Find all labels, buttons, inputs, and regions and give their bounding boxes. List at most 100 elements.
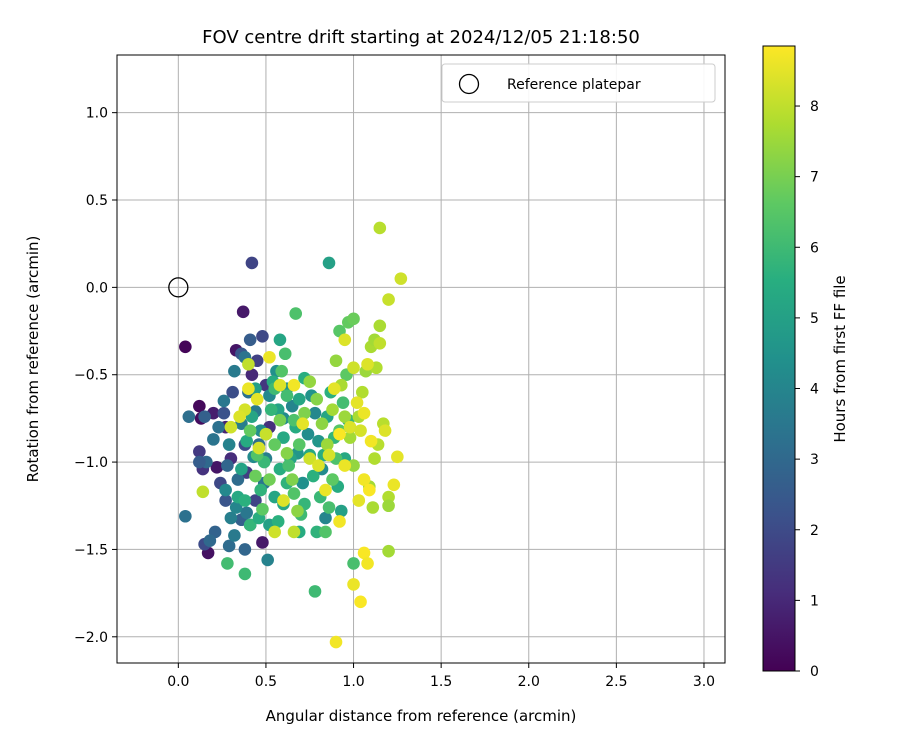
data-point xyxy=(203,534,217,548)
y-tick-label: −1.5 xyxy=(74,542,108,558)
data-point xyxy=(387,478,401,492)
data-point xyxy=(303,375,317,389)
data-point xyxy=(228,364,241,378)
data-point xyxy=(221,459,234,472)
data-point xyxy=(382,544,395,558)
data-point xyxy=(382,490,395,504)
data-point xyxy=(391,450,404,464)
data-point xyxy=(329,635,343,649)
data-point xyxy=(263,473,276,486)
data-point xyxy=(243,424,257,437)
y-axis-label: Rotation from reference (arcmin) xyxy=(24,236,42,483)
data-point xyxy=(240,434,253,448)
data-point xyxy=(292,438,306,451)
data-point xyxy=(303,452,317,465)
data-point xyxy=(310,392,324,406)
data-point xyxy=(312,459,325,472)
data-point xyxy=(219,494,232,507)
data-point xyxy=(256,502,269,516)
data-point xyxy=(207,433,220,446)
data-point xyxy=(356,385,369,399)
data-point xyxy=(250,392,264,406)
y-tick-label: 0.0 xyxy=(86,280,108,296)
colorbar-tick-label: 1 xyxy=(810,593,819,609)
data-point xyxy=(338,410,352,423)
data-point xyxy=(242,382,255,396)
data-point xyxy=(354,595,367,609)
colorbar-gradient xyxy=(762,45,796,672)
data-point xyxy=(277,431,290,444)
data-point xyxy=(212,420,225,434)
colorbar-ticks: 0 1 2 3 4 5 6 7 8 xyxy=(795,99,819,680)
data-point xyxy=(285,473,299,486)
data-point xyxy=(238,494,252,507)
data-point xyxy=(326,473,339,486)
data-point xyxy=(217,394,231,408)
data-point xyxy=(229,501,243,514)
data-point xyxy=(217,406,231,420)
data-point xyxy=(298,406,311,420)
x-axis: 0.0 0.5 1.0 1.5 2.0 2.5 3.0 xyxy=(167,663,715,690)
legend-reference-marker xyxy=(458,73,480,95)
colorbar: 0 1 2 3 4 5 6 7 8 Hours from first FF file xyxy=(762,45,849,680)
chart-title: FOV centre drift starting at 2024/12/05 … xyxy=(202,27,640,48)
data-point xyxy=(242,357,255,371)
data-point xyxy=(278,347,292,361)
x-tick-label: 1.0 xyxy=(342,674,364,690)
data-point xyxy=(268,438,281,451)
data-point xyxy=(198,410,211,423)
data-point xyxy=(219,483,232,497)
grid xyxy=(117,55,725,663)
data-point xyxy=(249,469,262,483)
x-axis-label: Angular distance from reference (arcmin) xyxy=(266,707,577,725)
colorbar-tick-label: 5 xyxy=(810,311,819,327)
x-tick-label: 2.5 xyxy=(605,674,627,690)
data-point xyxy=(224,420,238,434)
data-point xyxy=(334,504,348,518)
data-point xyxy=(320,438,334,451)
y-tick-label: −1.0 xyxy=(74,455,108,471)
data-point xyxy=(357,473,371,486)
data-point xyxy=(240,506,253,520)
data-point xyxy=(273,333,287,347)
data-point xyxy=(179,509,192,523)
data-point xyxy=(354,424,367,437)
data-point xyxy=(306,469,320,483)
data-point xyxy=(291,504,304,518)
data-point xyxy=(280,389,294,402)
x-tick-label: 2.0 xyxy=(518,674,540,690)
data-point xyxy=(308,585,322,598)
data-point xyxy=(292,392,306,406)
data-point xyxy=(319,483,332,497)
y-axis: −2.0 −1.5 −1.0 −0.5 0.0 0.5 1.0 xyxy=(74,106,117,646)
colorbar-tick-label: 6 xyxy=(810,240,819,256)
data-point xyxy=(394,272,408,285)
data-point xyxy=(373,319,387,333)
data-point xyxy=(289,307,303,320)
data-point xyxy=(287,487,301,500)
data-point xyxy=(347,578,360,591)
colorbar-tick-label: 0 xyxy=(810,664,819,680)
data-point xyxy=(326,403,339,416)
data-point xyxy=(231,473,245,486)
data-point xyxy=(352,494,366,507)
data-point xyxy=(296,476,310,490)
data-point xyxy=(361,357,374,371)
colorbar-tick-label: 3 xyxy=(810,452,819,468)
data-point xyxy=(221,557,234,570)
data-point xyxy=(322,501,336,514)
colorbar-tick-label: 4 xyxy=(810,382,819,398)
legend-reference-label: Reference platepar xyxy=(507,77,641,93)
data-point xyxy=(277,494,290,507)
x-tick-label: 1.5 xyxy=(430,674,452,690)
data-point xyxy=(243,333,257,347)
y-tick-label: −2.0 xyxy=(74,630,108,646)
data-point xyxy=(327,382,341,396)
data-point xyxy=(273,378,287,392)
data-point xyxy=(280,447,294,460)
data-point xyxy=(357,546,371,560)
data-point xyxy=(308,406,322,420)
colorbar-tick-label: 2 xyxy=(810,523,819,539)
data-point xyxy=(296,417,310,430)
data-point xyxy=(287,525,301,539)
